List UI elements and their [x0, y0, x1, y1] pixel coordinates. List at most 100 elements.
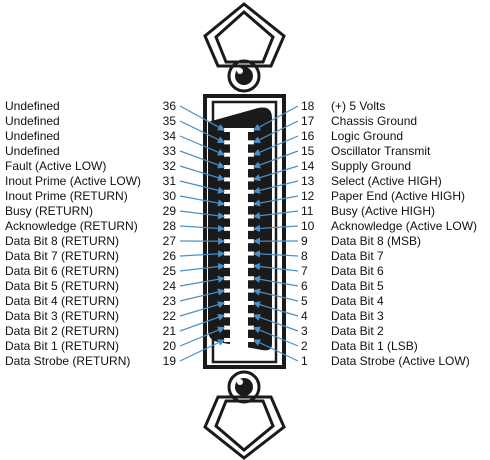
left-pin-label-30: Inout Prime (RETURN) — [5, 189, 128, 203]
right-pin-arrow-6 — [252, 275, 299, 287]
top-screw-hole — [227, 59, 261, 93]
right-contact-7 — [248, 263, 254, 268]
left-pin-label-24: Data Bit 5 (RETURN) — [5, 279, 119, 293]
right-pin-number-1: 1 — [301, 354, 308, 368]
connector-shell — [203, 94, 286, 369]
right-contact-2 — [248, 325, 254, 330]
right-pin-number-6: 6 — [301, 279, 308, 293]
left-pin-number-28: 28 — [163, 219, 177, 233]
left-pin-label-22: Data Bit 3 (RETURN) — [5, 309, 119, 323]
right-contact-10 — [248, 226, 254, 231]
right-pin-label-1: Data Strobe (Active LOW) — [331, 354, 470, 368]
left-pin-arrow-22 — [179, 301, 226, 317]
right-pin-arrow-8 — [252, 250, 299, 258]
right-pin-number-11: 11 — [301, 204, 314, 218]
left-pin-label-36: Undefined — [5, 99, 60, 113]
left-pin-label-27: Data Bit 8 (RETURN) — [5, 234, 119, 248]
left-pin-number-19: 19 — [163, 354, 177, 368]
left-contact-24 — [224, 276, 230, 281]
left-contact-35 — [224, 140, 230, 145]
left-pin-number-35: 35 — [163, 114, 177, 128]
left-pin-label-29: Busy (RETURN) — [5, 204, 93, 218]
right-pin-number-16: 16 — [301, 129, 315, 143]
left-pin-number-33: 33 — [163, 144, 177, 158]
right-pin-arrow-16 — [252, 135, 299, 156]
right-pin-label-3: Data Bit 2 — [331, 324, 384, 338]
right-pin-label-5: Data Bit 4 — [331, 294, 384, 308]
right-pin-label-16: Logic Ground — [331, 129, 403, 143]
right-pin-arrow-14 — [252, 165, 299, 182]
right-pin-label-18: (+) 5 Volts — [331, 99, 385, 113]
right-pin-number-18: 18 — [301, 99, 315, 113]
right-contact-8 — [248, 251, 254, 256]
right-pin-arrow-7 — [252, 262, 299, 272]
right-pin-label-12: Paper End (Active HIGH) — [331, 189, 465, 203]
right-pin-arrow-1 — [252, 339, 299, 362]
right-contact-15 — [248, 165, 254, 170]
right-pin-arrow-4 — [252, 301, 299, 317]
right-pin-arrow-2 — [252, 326, 299, 347]
right-pin-number-5: 5 — [301, 294, 308, 308]
right-pin-label-4: Data Bit 3 — [331, 309, 384, 323]
left-contact-31 — [224, 189, 230, 194]
left-pin-number-32: 32 — [163, 159, 177, 173]
right-pin-label-15: Oscillator Transmit — [331, 144, 431, 158]
left-pin-label-21: Data Bit 2 (RETURN) — [5, 324, 119, 338]
right-pin-number-8: 8 — [301, 249, 308, 263]
right-pin-number-7: 7 — [301, 264, 308, 278]
right-pin-number-17: 17 — [301, 114, 315, 128]
left-contact-21 — [224, 313, 230, 318]
right-pin-label-10: Acknowledge (Active LOW) — [331, 219, 477, 233]
left-pin-label-20: Data Bit 1 (RETURN) — [5, 339, 119, 353]
left-contact-22 — [224, 300, 230, 305]
left-pin-number-26: 26 — [163, 249, 177, 263]
right-contact-12 — [248, 202, 254, 207]
left-pin-number-36: 36 — [163, 99, 177, 113]
left-pin-arrow-34 — [179, 135, 226, 156]
left-contact-32 — [224, 177, 230, 182]
right-pin-label-11: Busy (Active HIGH) — [331, 204, 435, 218]
left-pin-number-31: 31 — [163, 174, 177, 188]
left-pin-arrow-28 — [179, 224, 226, 233]
right-pin-number-14: 14 — [301, 159, 315, 173]
right-pin-arrow-18 — [252, 105, 299, 131]
left-contact-28 — [224, 226, 230, 231]
right-pin-label-6: Data Bit 5 — [331, 279, 384, 293]
left-pin-arrow-20 — [179, 326, 226, 347]
right-pin-label-2: Data Bit 1 (LSB) — [331, 339, 418, 353]
contact-row-left — [224, 128, 230, 342]
right-pin-arrow-12 — [252, 195, 299, 207]
left-pin-number-24: 24 — [163, 279, 177, 293]
right-contact-16 — [248, 152, 254, 157]
right-contact-14 — [248, 177, 254, 182]
right-pin-number-12: 12 — [301, 189, 315, 203]
right-pin-number-2: 2 — [301, 339, 308, 353]
right-pin-arrow-3 — [252, 313, 299, 332]
left-contact-19 — [224, 338, 230, 342]
left-pin-arrow-23 — [179, 288, 226, 302]
left-pin-label-31: Inout Prime (Active LOW) — [5, 174, 141, 188]
left-pin-label-32: Fault (Active LOW) — [5, 159, 106, 173]
right-pin-arrow-13 — [252, 180, 299, 194]
left-pin-number-25: 25 — [163, 264, 177, 278]
left-pin-label-35: Undefined — [5, 114, 60, 128]
right-pin-label-14: Supply Ground — [331, 159, 411, 173]
left-contact-27 — [224, 239, 230, 244]
left-pin-arrow-30 — [179, 195, 226, 207]
right-pin-number-9: 9 — [301, 234, 308, 248]
left-pin-arrow-36 — [179, 105, 226, 131]
left-pin-number-21: 21 — [163, 324, 177, 338]
left-pin-number-30: 30 — [163, 189, 177, 203]
right-contact-3 — [248, 313, 254, 318]
right-contact-17 — [248, 140, 254, 145]
left-pin-label-26: Data Bit 7 (RETURN) — [5, 249, 119, 263]
right-pin-label-9: Data Bit 8 (MSB) — [331, 234, 421, 248]
left-pin-number-29: 29 — [163, 204, 177, 218]
right-pin-label-8: Data Bit 7 — [331, 249, 384, 263]
right-pin-number-15: 15 — [301, 144, 315, 158]
right-pin-label-7: Data Bit 6 — [331, 264, 384, 278]
right-pin-arrow-15 — [252, 150, 299, 169]
left-pin-label-23: Data Bit 4 (RETURN) — [5, 294, 119, 308]
left-pin-arrow-33 — [179, 150, 226, 169]
